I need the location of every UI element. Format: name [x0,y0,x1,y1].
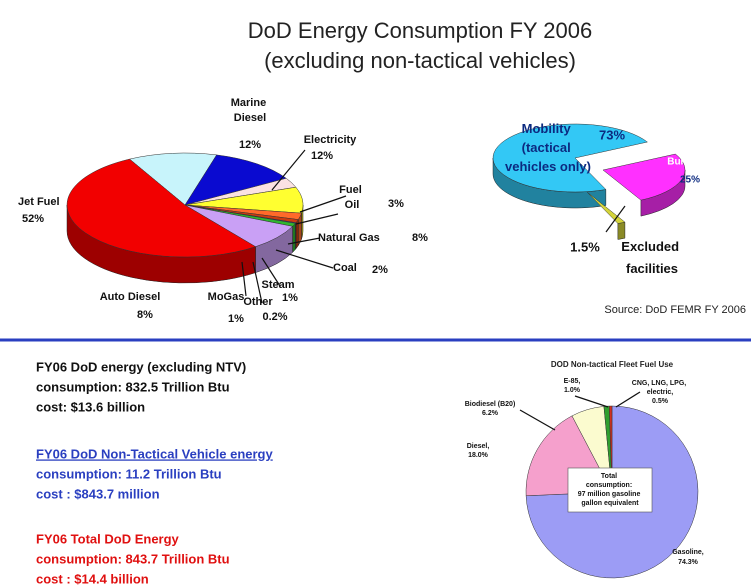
slice-label: Gasoline, [672,549,704,556]
slice-label: Jet Fuel [18,196,60,208]
leader-line [295,213,339,225]
note-heading: FY06 Total DoD Energy [36,531,180,546]
slice-side [617,221,626,240]
value-label: 73% [599,127,625,142]
leader-line [271,149,306,191]
value-label: 2% [372,264,388,276]
slice-label: MoGas [208,291,245,303]
value-label: 18.0% [468,452,489,459]
leader-line [241,261,247,297]
leader-line [299,195,347,213]
value-label: 0.5% [652,398,669,405]
slice-label: Fuel Oil [339,184,365,211]
value-label: 12% [311,150,333,162]
annotation: Total consumption: 97 million gasoline g… [578,473,643,507]
slice-label: Biodiesel (B20) [465,401,516,408]
pie [66,152,304,284]
slice [492,123,648,193]
value-label: 1% [282,292,298,304]
note-consumption: consumption: 11.2 Trillion Btu [36,466,222,481]
value-label: 3% [388,198,404,210]
value-label: 52% [22,213,44,225]
note-heading: FY06 DoD Non-Tactical Vehicle energy [36,446,273,461]
leader-line [574,395,609,408]
slice [586,191,626,224]
leader-line [252,261,263,304]
slice-label: Excluded facilities [621,239,682,276]
slice-label: Buildings [667,157,713,168]
value-label: 12% [239,139,261,151]
leader-line [261,257,281,287]
annotation-box [567,467,653,513]
title: DoD Energy Consumption FY 2006 [248,18,592,43]
slice-label: Auto Diesel [100,291,161,303]
pie-title: DOD Non-tactical Fleet Fuel Use [551,360,674,369]
slice [602,153,686,201]
value-label: 8% [412,232,428,244]
slice [184,154,287,206]
leader-line [287,237,321,245]
note-cost: cost : $14.4 billion [36,571,149,586]
slice [525,405,699,579]
leader-line [519,409,556,431]
slice-label: Diesel, [467,443,490,450]
slice [129,152,218,206]
value-label: 1% [228,313,244,325]
note-consumption: consumption: 843.7 Trillion Btu [36,551,230,566]
slice-label: Mobility (tactical vehicles only) [505,121,591,174]
value-label: 1.0% [564,387,581,394]
slice-label: Coal [333,262,357,274]
pie [492,123,686,240]
value-label: 74.3% [678,559,699,566]
value-label: 25% [680,175,700,186]
value-label: 8% [137,309,153,321]
slice [66,158,257,258]
subtitle: (excluding non-tactical vehicles) [264,48,576,73]
slice-label: Marine Diesel [231,97,270,124]
slice-label: E-85, [564,378,581,385]
leader-line [605,205,626,233]
note-cost: cost: $13.6 billion [36,399,145,414]
value-label: 1.5% [570,239,600,254]
leader-line [615,391,641,408]
value-label: 6.2% [482,410,499,417]
note-heading: FY06 DoD energy (excluding NTV) [36,359,246,374]
note-cost: cost : $843.7 million [36,486,160,501]
leader-line [275,249,334,269]
value-label: 0.2% [262,311,287,323]
slice-label: Other [243,296,273,308]
note-consumption: consumption: 832.5 Trillion Btu [36,379,230,394]
slice-label: CNG, LNG, LPG, electric, [632,380,688,396]
slice-label: Steam [261,279,294,291]
slice-label: Electricity [304,134,357,146]
slice-side [292,222,296,253]
slice-label: Natural Gas [318,232,380,244]
source: Source: DoD FEMR FY 2006 [604,304,746,316]
